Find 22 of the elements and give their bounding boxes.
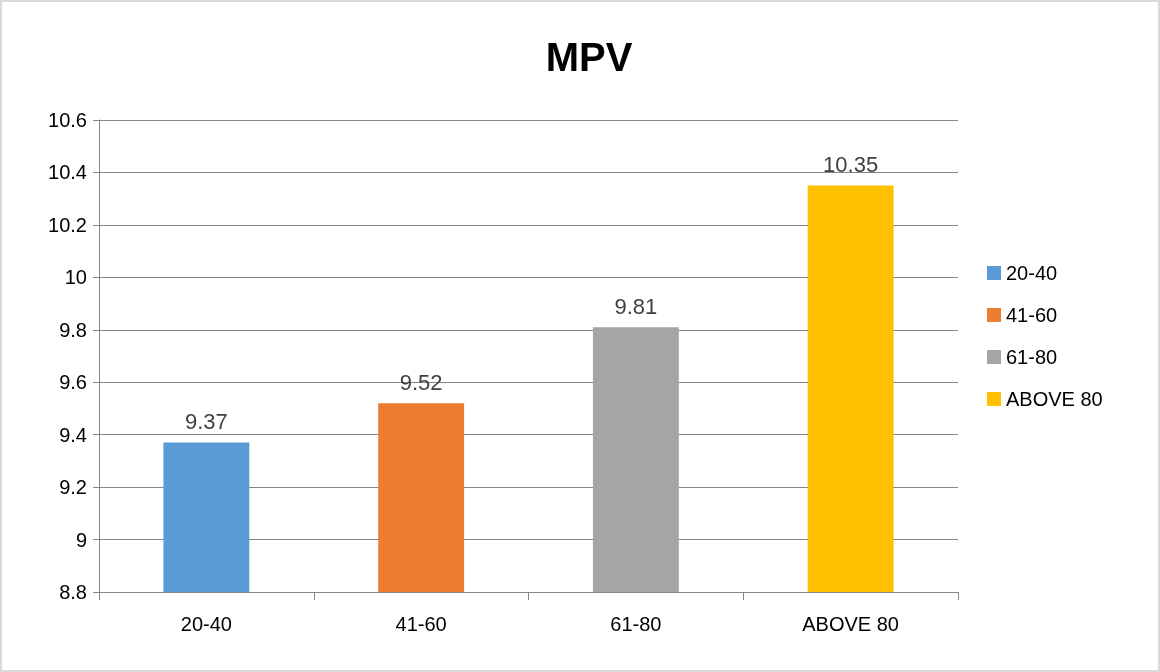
y-tick-label: 10 (64, 266, 87, 289)
data-label: 9.37 (184, 409, 228, 435)
x-tick-label: ABOVE 80 (802, 613, 899, 635)
y-tick-label: 9.6 (59, 371, 87, 394)
y-tick-label: 9.8 (59, 318, 87, 341)
y-tick-label: 9.2 (59, 476, 87, 499)
x-tick-label: 41-60 (395, 613, 447, 635)
y-tick-label: 10.6 (48, 109, 87, 131)
y-tick-label: 9 (75, 528, 87, 551)
legend-label: 61-80 (1006, 346, 1058, 368)
x-tick-label: 20-40 (180, 613, 232, 635)
y-tick-label: 10.4 (48, 161, 87, 184)
chart-title: MPV (545, 35, 633, 79)
data-label: 10.35 (823, 152, 879, 178)
data-label: 9.81 (614, 293, 658, 319)
y-tick-label: 8.8 (59, 581, 87, 603)
y-tick-label: 9.4 (59, 423, 87, 446)
y-tick-label: 10.2 (48, 213, 87, 236)
x-tick-label: 61-80 (610, 613, 662, 635)
legend-label: 41-60 (1006, 304, 1058, 326)
legend-label: 20-40 (1006, 262, 1058, 284)
legend-label: ABOVE 80 (1006, 388, 1103, 410)
